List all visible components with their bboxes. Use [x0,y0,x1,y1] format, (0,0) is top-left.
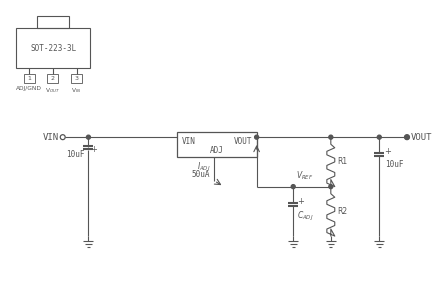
Circle shape [329,185,333,188]
Text: $C_{ADJ}$: $C_{ADJ}$ [297,210,314,224]
Text: +: + [297,197,304,206]
Text: 2: 2 [51,76,55,81]
Text: ADJ: ADJ [210,145,224,155]
Text: VOUT: VOUT [411,133,432,142]
Circle shape [254,135,258,139]
Text: $V_{REF}$: $V_{REF}$ [296,169,314,182]
Text: +: + [384,146,391,156]
Circle shape [405,135,410,140]
Circle shape [329,135,333,139]
Bar [16,28,90,68]
Text: VIN: VIN [42,133,59,142]
Circle shape [60,135,65,140]
Circle shape [86,135,90,139]
Text: VIN: VIN [181,137,195,145]
Bar [38,16,69,28]
Text: +: + [90,145,97,153]
Text: 50uA: 50uA [191,170,210,179]
Text: 10uF: 10uF [66,150,85,160]
Bar [24,74,35,83]
Text: 3: 3 [74,76,78,81]
Circle shape [405,135,409,139]
Circle shape [377,135,381,139]
Text: 10uF: 10uF [385,160,404,169]
Text: SOT-223-3L: SOT-223-3L [30,44,77,53]
Text: $I_{ADJ}$: $I_{ADJ}$ [197,161,210,174]
Text: R1: R1 [338,157,348,167]
Circle shape [291,185,295,188]
Bar [71,74,82,83]
Text: V$_{OUT}$: V$_{OUT}$ [45,86,60,95]
Text: ADJ/GND: ADJ/GND [16,86,42,91]
Bar [177,132,257,157]
Text: R2: R2 [338,207,348,216]
Text: 1: 1 [27,76,31,81]
Text: V$_{IN}$: V$_{IN}$ [71,86,82,95]
Bar [47,74,58,83]
Text: VOUT: VOUT [234,137,253,145]
